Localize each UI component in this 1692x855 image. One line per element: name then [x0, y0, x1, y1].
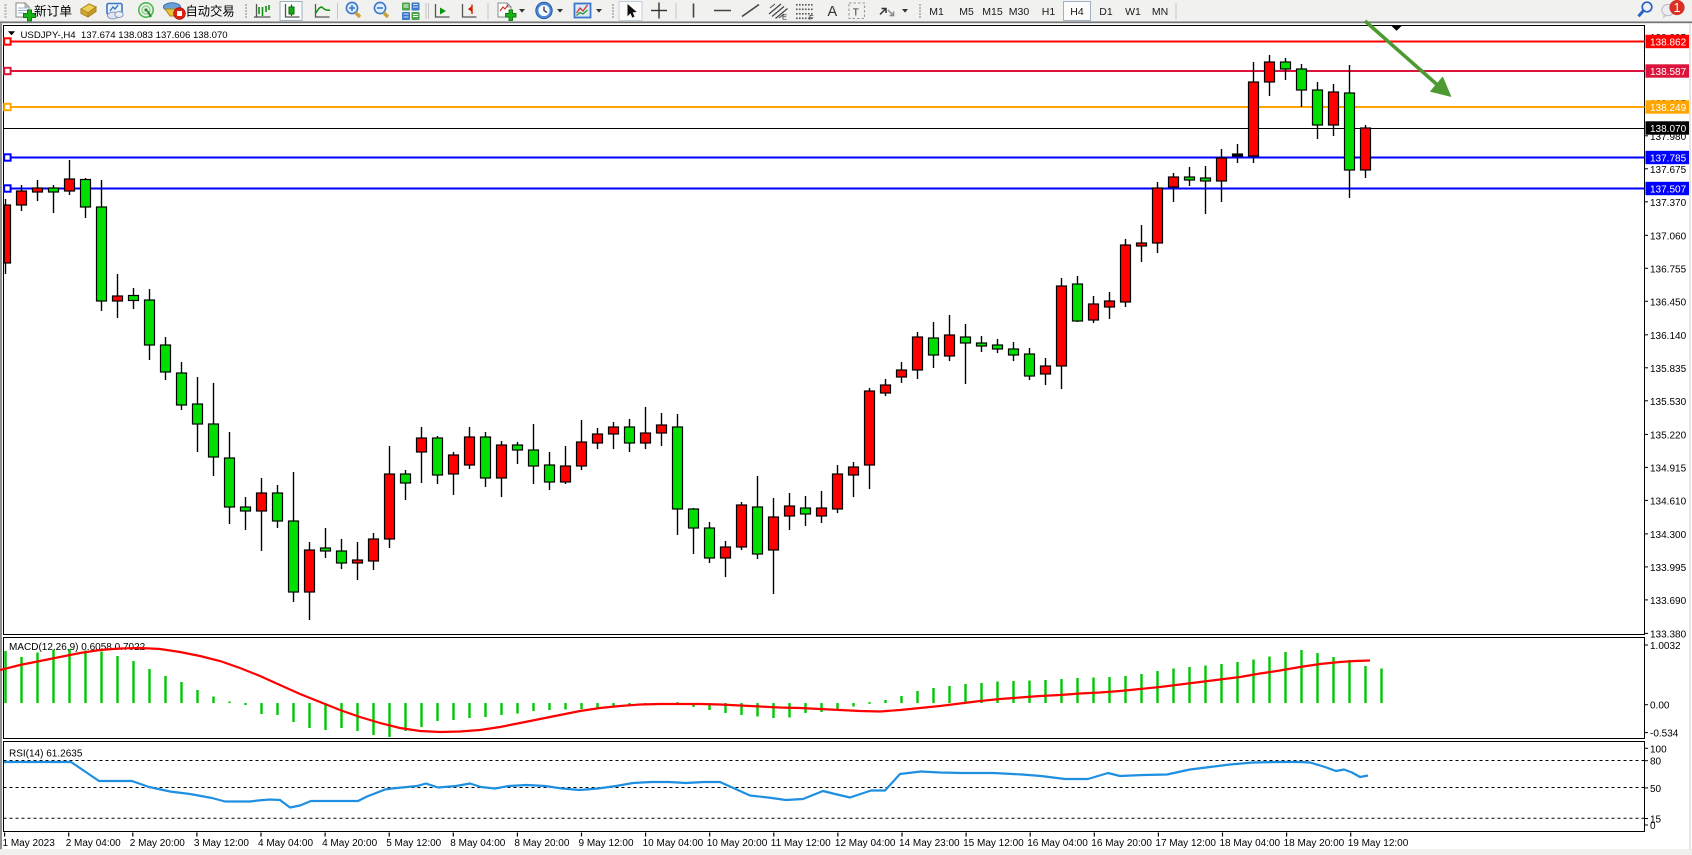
svg-text:M15: M15 [982, 6, 1003, 18]
svg-text:18 May 04:00: 18 May 04:00 [1220, 838, 1281, 849]
svg-text:USDJPY-,H4 137.674 138.083 13: USDJPY-,H4 137.674 138.083 137.606 138.0… [21, 30, 228, 41]
svg-text:138.070: 138.070 [1650, 124, 1687, 135]
svg-text:80: 80 [1650, 757, 1662, 768]
svg-text:1: 1 [1674, 1, 1681, 15]
svg-text:4 May 04:00: 4 May 04:00 [258, 838, 313, 849]
svg-text:M30: M30 [1009, 6, 1030, 18]
svg-text:18 May 20:00: 18 May 20:00 [1284, 838, 1345, 849]
svg-text:T: T [853, 8, 859, 19]
svg-text:9 May 12:00: 9 May 12:00 [579, 838, 634, 849]
svg-text:137.060: 137.060 [1650, 231, 1687, 242]
svg-text:0.00: 0.00 [1650, 701, 1670, 712]
svg-text:1.0032: 1.0032 [1650, 641, 1681, 652]
svg-text:134.610: 134.610 [1650, 496, 1687, 507]
svg-text:16 May 20:00: 16 May 20:00 [1091, 838, 1152, 849]
svg-text:新订单: 新订单 [34, 4, 72, 19]
svg-text:15 May 12:00: 15 May 12:00 [963, 838, 1024, 849]
svg-text:2 May 20:00: 2 May 20:00 [130, 838, 185, 849]
svg-text:8 May 20:00: 8 May 20:00 [514, 838, 569, 849]
svg-text:MN: MN [1152, 6, 1168, 18]
svg-text:16 May 04:00: 16 May 04:00 [1027, 838, 1088, 849]
svg-text:135.220: 135.220 [1650, 430, 1687, 441]
svg-text:M1: M1 [929, 6, 944, 18]
svg-text:137.980: 137.980 [1650, 132, 1687, 143]
svg-text:F: F [809, 13, 814, 22]
svg-text:137.370: 137.370 [1650, 198, 1687, 209]
svg-text:136.755: 136.755 [1650, 264, 1687, 275]
svg-text:H4: H4 [1070, 6, 1084, 18]
svg-text:5 May 12:00: 5 May 12:00 [386, 838, 441, 849]
svg-text:100: 100 [1650, 744, 1667, 755]
svg-text:136.450: 136.450 [1650, 297, 1687, 308]
svg-text:138.587: 138.587 [1650, 67, 1687, 78]
svg-text:134.300: 134.300 [1650, 530, 1687, 541]
svg-text:133.690: 133.690 [1650, 596, 1687, 607]
svg-text:136.140: 136.140 [1650, 331, 1687, 342]
svg-text:E: E [782, 13, 787, 22]
svg-text:D1: D1 [1099, 6, 1113, 18]
svg-text:0: 0 [1650, 821, 1656, 832]
svg-text:H1: H1 [1042, 6, 1056, 18]
svg-text:134.915: 134.915 [1650, 463, 1687, 474]
svg-text:15: 15 [1650, 815, 1662, 826]
svg-text:133.380: 133.380 [1650, 629, 1687, 640]
svg-text:137.507: 137.507 [1650, 185, 1687, 196]
svg-text:50: 50 [1650, 784, 1662, 795]
svg-text:4 May 20:00: 4 May 20:00 [322, 838, 377, 849]
svg-text:135.530: 135.530 [1650, 397, 1687, 408]
svg-text:RSI(14) 61.2635: RSI(14) 61.2635 [9, 749, 83, 760]
svg-text:A: A [828, 4, 838, 20]
svg-text:137.675: 137.675 [1650, 165, 1687, 176]
svg-text:19 May 12:00: 19 May 12:00 [1348, 838, 1409, 849]
svg-text:-0.534: -0.534 [1650, 729, 1679, 740]
svg-text:17 May 12:00: 17 May 12:00 [1155, 838, 1216, 849]
svg-text:10 May 04:00: 10 May 04:00 [643, 838, 704, 849]
svg-text:1 May 2023: 1 May 2023 [3, 838, 56, 849]
svg-text:MACD(12,26,9) 0.6058 0.7022: MACD(12,26,9) 0.6058 0.7022 [9, 642, 146, 653]
svg-text:M5: M5 [959, 6, 974, 18]
svg-text:133.995: 133.995 [1650, 563, 1687, 574]
svg-text:137.785: 137.785 [1650, 154, 1687, 165]
svg-text:138.249: 138.249 [1650, 103, 1687, 114]
svg-text:14 May 23:00: 14 May 23:00 [899, 838, 960, 849]
svg-text:自动交易: 自动交易 [186, 4, 235, 19]
svg-text:3 May 12:00: 3 May 12:00 [194, 838, 249, 849]
svg-text:138.862: 138.862 [1650, 38, 1687, 49]
svg-text:W1: W1 [1125, 6, 1141, 18]
svg-text:12 May 04:00: 12 May 04:00 [835, 838, 896, 849]
svg-text:8 May 04:00: 8 May 04:00 [450, 838, 505, 849]
svg-text:2 May 04:00: 2 May 04:00 [66, 838, 121, 849]
svg-text:135.835: 135.835 [1650, 364, 1687, 375]
svg-text:11 May 12:00: 11 May 12:00 [771, 838, 831, 849]
svg-text:10 May 20:00: 10 May 20:00 [707, 838, 768, 849]
